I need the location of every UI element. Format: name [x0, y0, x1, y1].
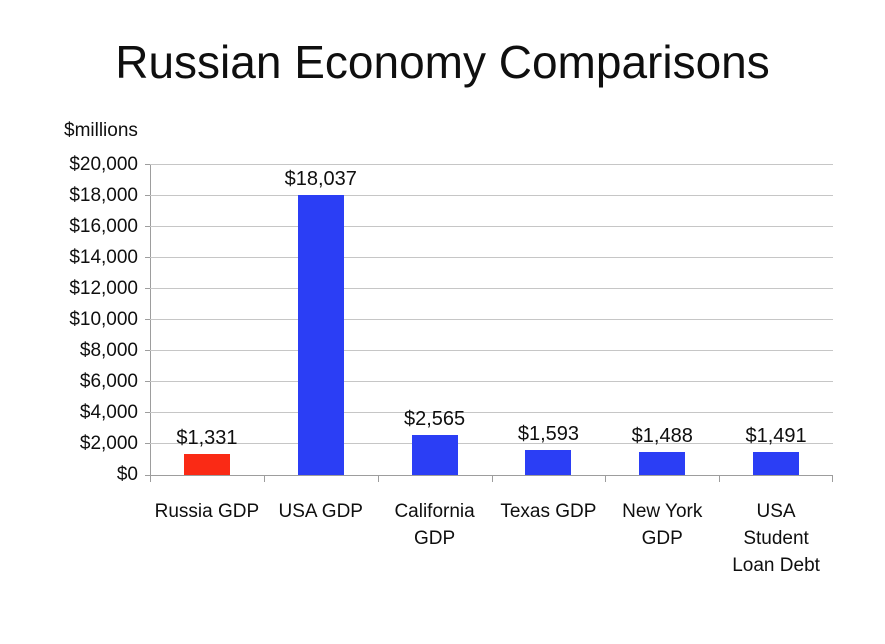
- x-axis-tick: [719, 475, 721, 482]
- y-axis-tick: [145, 288, 150, 289]
- y-tick-label: $6,000: [79, 371, 138, 392]
- y-axis-tick: [145, 412, 150, 413]
- x-category-label: California GDP: [394, 501, 475, 549]
- bar-value-label: $1,331: [176, 427, 238, 449]
- y-tick-label: $10,000: [69, 309, 138, 330]
- y-tick-label: $14,000: [69, 247, 138, 268]
- x-axis-tick: [150, 475, 151, 482]
- gridline: [150, 412, 833, 413]
- y-tick-label: $4,000: [79, 402, 138, 423]
- y-tick-label: $18,000: [69, 185, 138, 206]
- gridline: [150, 164, 833, 165]
- y-axis-tick: [145, 350, 150, 351]
- bar-russia-gdp: [183, 454, 230, 475]
- gridline: [150, 195, 833, 196]
- gridline: [150, 381, 833, 382]
- y-tick-label: $20,000: [69, 154, 138, 175]
- x-axis-tick: [377, 475, 379, 482]
- y-axis-tick: [145, 319, 150, 320]
- x-category-label: Russia GDP: [154, 501, 260, 522]
- gridline: [150, 226, 833, 227]
- x-category-label: New York GDP: [622, 501, 703, 549]
- y-axis-tick: [145, 164, 150, 165]
- bar-california-gdp: [411, 435, 458, 475]
- x-axis-tick: [263, 475, 265, 482]
- y-tick-label: $0: [116, 464, 138, 485]
- bar-value-label: $2,565: [403, 408, 466, 430]
- x-axis-tick: [491, 475, 493, 482]
- gridline: [150, 350, 833, 351]
- chart-title: Russian Economy Comparisons: [115, 36, 770, 88]
- x-axis-tick: [605, 475, 607, 482]
- y-tick-label: $2,000: [79, 433, 138, 454]
- y-tick-label: $8,000: [79, 340, 138, 361]
- y-axis-tick: [145, 226, 150, 227]
- bar-value-label: $1,488: [631, 425, 693, 447]
- y-axis-tick: [145, 475, 150, 476]
- gridline: [150, 443, 833, 444]
- gridline: [150, 319, 833, 320]
- bar-usa-gdp: [297, 195, 344, 475]
- y-tick-label: $16,000: [69, 216, 138, 237]
- x-category-label: Texas GDP: [500, 501, 597, 522]
- bar-usa-student-loan-debt: [753, 452, 800, 475]
- plot-area: $1,331 $18,037 $2,565 $1,593 $1,488 $1,491: [145, 164, 833, 482]
- bar-texas-gdp: [525, 450, 572, 475]
- gridline: [150, 288, 833, 289]
- x-axis-tick: [832, 475, 833, 482]
- y-axis-tick: [145, 381, 150, 382]
- x-category-label: USA Student Loan Debt: [732, 501, 820, 576]
- y-axis-tick: [145, 195, 150, 196]
- gridline: [150, 257, 833, 258]
- x-category-label: USA GDP: [278, 501, 363, 522]
- bar-new-york-gdp: [639, 452, 686, 475]
- y-axis-tick: [145, 257, 150, 258]
- y-tick-label: $12,000: [69, 278, 138, 299]
- y-axis-line: [150, 165, 151, 482]
- y-axis-units-label: $millions: [64, 120, 138, 141]
- bar-value-label: $18,037: [284, 168, 357, 190]
- bar-value-label: $1,593: [517, 423, 579, 445]
- bar-value-label: $1,491: [745, 425, 807, 447]
- y-axis-tick: [145, 443, 150, 444]
